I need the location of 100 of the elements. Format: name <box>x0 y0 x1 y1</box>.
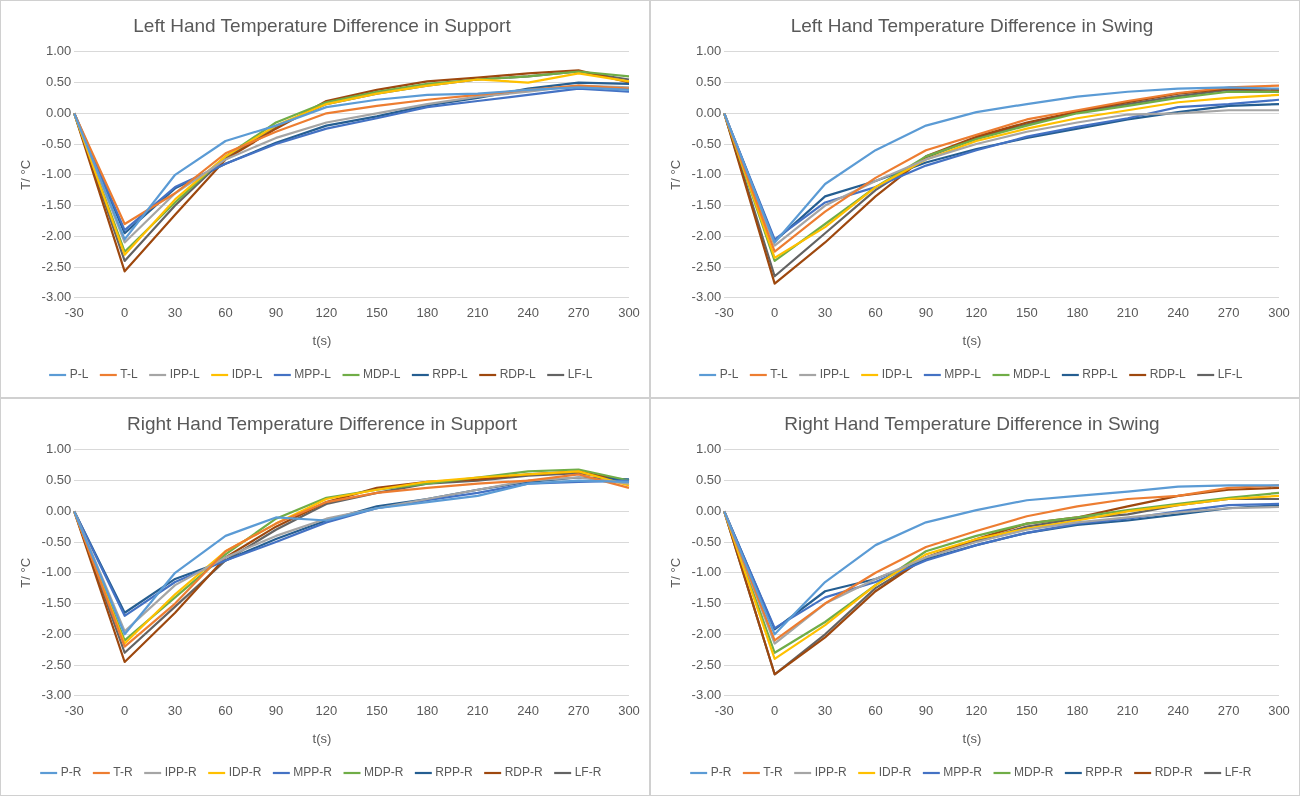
x-tick-label: 60 <box>218 703 233 719</box>
y-tick-label: 1.00 <box>695 441 722 457</box>
y-tick-label: -2.00 <box>41 625 72 641</box>
y-tick-label: 0.50 <box>695 472 722 488</box>
y-tick-label: -2.50 <box>41 656 72 672</box>
x-tick-label: 0 <box>771 305 779 321</box>
x-tick-label: -30 <box>714 305 734 321</box>
x-tick-label: 210 <box>466 305 489 321</box>
chart-title: Left Hand Temperature Difference in Support <box>133 14 512 36</box>
x-tick-label: 150 <box>1015 703 1038 719</box>
y-tick-label: -0.50 <box>691 135 722 151</box>
y-tick-label: 0.50 <box>45 74 72 90</box>
legend-label: RPP-R <box>1085 765 1123 780</box>
chart-title: Right Hand Temperature Difference in Support <box>126 412 518 434</box>
y-tick-label: -2.50 <box>691 656 722 672</box>
x-tick-label: 210 <box>466 703 489 719</box>
x-tick-label: 180 <box>1066 305 1089 321</box>
x-axis-title: t(s) <box>962 332 982 348</box>
y-tick-label: -1.00 <box>691 166 722 182</box>
y-tick-label: -1.50 <box>691 595 722 611</box>
legend-label: LF-L <box>1217 367 1243 382</box>
y-axis-title: T/ °C <box>18 557 34 588</box>
y-tick-label: -3.00 <box>41 289 72 305</box>
x-tick-label: 240 <box>1167 703 1189 719</box>
x-tick-label: 120 <box>965 703 988 719</box>
x-axis-title: t(s) <box>312 730 332 746</box>
x-tick-label: 120 <box>965 305 988 321</box>
y-tick-label: -2.00 <box>691 625 722 641</box>
x-tick-label: 180 <box>416 703 439 719</box>
x-tick-label: 0 <box>121 305 129 321</box>
y-tick-label: 1.00 <box>45 441 72 457</box>
x-tick-label: -30 <box>64 703 84 719</box>
legend-label: IDP-R <box>878 765 912 780</box>
legend-label: P-R <box>710 765 732 780</box>
chart-title: Right Hand Temperature Difference in Swing <box>784 412 1160 434</box>
x-tick-label: 240 <box>517 305 539 321</box>
legend-label: IPP-R <box>814 765 847 780</box>
legend-label: T-R <box>113 765 133 780</box>
legend-label: RDP-R <box>1154 765 1193 780</box>
x-tick-label: 30 <box>167 703 183 719</box>
legend-label: MDP-R <box>364 765 404 780</box>
legend-label: MPP-L <box>294 367 332 382</box>
x-tick-label: 180 <box>1066 703 1089 719</box>
x-tick-label: 300 <box>618 305 640 321</box>
legend-label: MDP-L <box>363 367 401 382</box>
x-tick-label: 0 <box>771 703 779 719</box>
x-tick-label: 60 <box>868 703 883 719</box>
legend-label: T-R <box>763 765 783 780</box>
x-tick-label: 270 <box>567 305 590 321</box>
x-tick-label: 300 <box>1268 305 1290 321</box>
legend-label: IPP-R <box>164 765 197 780</box>
y-tick-label: 1.00 <box>695 43 722 59</box>
y-tick-label: -3.00 <box>41 687 72 703</box>
legend-label: MDP-L <box>1013 367 1051 382</box>
y-axis-title: T/ °C <box>668 557 684 588</box>
y-tick-label: -1.50 <box>41 197 72 213</box>
x-tick-label: 150 <box>365 703 388 719</box>
y-tick-label: 1.00 <box>45 43 72 59</box>
x-tick-label: 90 <box>268 703 284 719</box>
y-tick-label: 0.50 <box>695 74 722 90</box>
x-tick-label: 90 <box>918 703 934 719</box>
x-tick-label: 90 <box>918 305 934 321</box>
x-tick-label: 30 <box>167 305 183 321</box>
legend-label: LF-R <box>1224 765 1252 780</box>
legend-label: LF-R <box>574 765 602 780</box>
x-tick-label: 60 <box>218 305 233 321</box>
legend-label: MDP-R <box>1014 765 1054 780</box>
legend-label: RDP-L <box>499 367 537 382</box>
x-tick-label: 120 <box>315 305 338 321</box>
y-tick-label: -1.50 <box>41 595 72 611</box>
legend-label: P-L <box>69 367 89 382</box>
x-tick-label: 120 <box>315 703 338 719</box>
x-tick-label: 300 <box>1268 703 1290 719</box>
legend-label: RPP-R <box>435 765 473 780</box>
legend-label: LF-L <box>567 367 593 382</box>
x-tick-label: 0 <box>121 703 129 719</box>
y-axis-title: T/ °C <box>18 159 34 190</box>
legend-label: IDP-R <box>228 765 262 780</box>
x-tick-label: 240 <box>1167 305 1189 321</box>
y-tick-label: -3.00 <box>691 687 722 703</box>
x-tick-label: -30 <box>714 703 734 719</box>
y-tick-label: -0.50 <box>41 533 72 549</box>
y-tick-label: -2.50 <box>691 258 722 274</box>
y-tick-label: -1.50 <box>691 197 722 213</box>
legend-label: MPP-R <box>293 765 333 780</box>
y-tick-label: -1.00 <box>41 166 72 182</box>
y-tick-label: 0.00 <box>695 502 722 518</box>
legend-label: MPP-L <box>944 367 982 382</box>
legend-label: T-L <box>770 367 788 382</box>
y-tick-label: 0.00 <box>45 502 72 518</box>
x-tick-label: 270 <box>1217 305 1240 321</box>
legend-label: RPP-L <box>1082 367 1119 382</box>
legend-label: P-R <box>60 765 82 780</box>
y-tick-label: -0.50 <box>41 135 72 151</box>
y-axis-title: T/ °C <box>668 159 684 190</box>
x-tick-label: 210 <box>1116 703 1139 719</box>
x-axis-title: t(s) <box>962 730 982 746</box>
y-tick-label: -2.00 <box>691 227 722 243</box>
legend-label: RDP-L <box>1149 367 1187 382</box>
legend-label: RDP-R <box>504 765 543 780</box>
